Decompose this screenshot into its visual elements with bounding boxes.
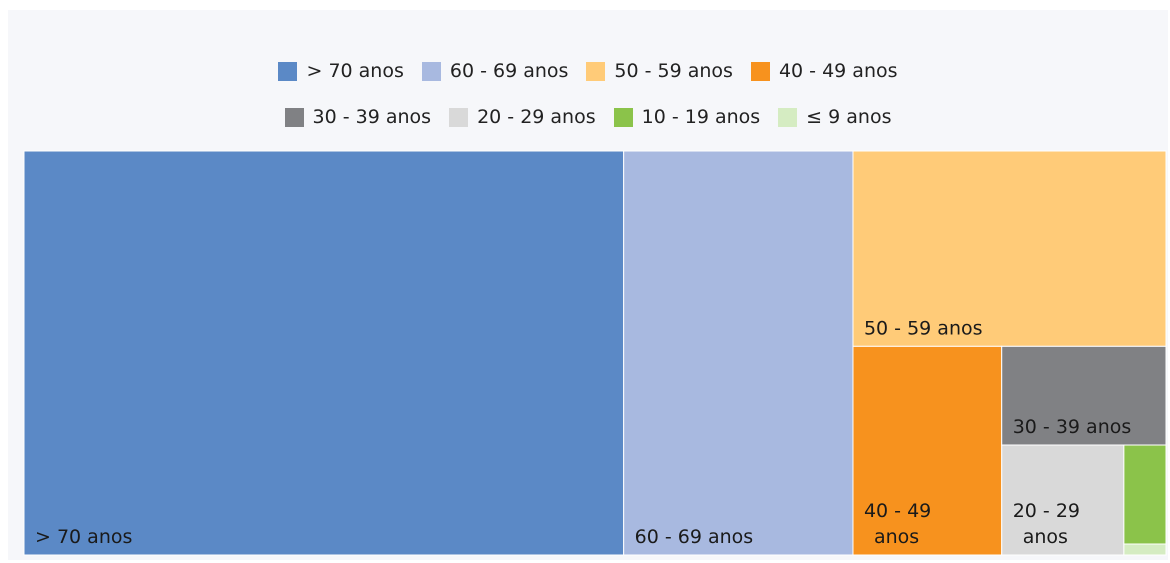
legend-row: 30 - 39 anos 20 - 29 anos 10 - 19 anos ≤ 9 … — [276, 94, 901, 140]
tile-label: 50 - 59 anos — [864, 317, 983, 339]
legend-label: 40 - 49 anos — [778, 60, 898, 82]
legend-label: 60 - 69 anos — [449, 60, 569, 82]
legend-swatch — [421, 61, 441, 81]
treemap-tile — [852, 150, 1167, 347]
tile-label: anos — [874, 526, 919, 548]
legend-item: 60 - 69 anos — [421, 60, 569, 82]
legend-item: 30 - 39 anos — [284, 106, 432, 128]
tile-label: anos — [1023, 526, 1068, 548]
legend-label: 30 - 39 anos — [312, 106, 432, 128]
legend-item: 10 - 19 anos — [613, 106, 761, 128]
treemap-tile — [623, 150, 854, 556]
tile-label: 30 - 39 anos — [1013, 416, 1132, 438]
legend-row: > 70 anos 60 - 69 anos 50 - 59 anos 40 - 49… — [269, 48, 906, 94]
legend-label: ≤ 9 anos — [806, 106, 892, 128]
legend-item: 40 - 49 anos — [750, 60, 898, 82]
treemap-tile — [852, 345, 1003, 556]
legend-swatch — [449, 107, 469, 127]
legend-item: 50 - 59 anos — [586, 60, 733, 82]
treemap-chart: > 70 anos 60 - 69 anos 50 - 59 anos 40 - 49… — [23, 150, 1167, 556]
legend-swatch — [750, 61, 770, 81]
treemap-tile — [1123, 543, 1167, 556]
legend-item: ≤ 9 anos — [778, 106, 891, 128]
legend-item: 20 - 29 anos — [449, 106, 596, 128]
legend-label: 20 - 29 anos — [477, 106, 596, 128]
treemap-tile — [1123, 444, 1167, 545]
treemap-tile — [23, 150, 625, 556]
legend-label: 10 - 19 anos — [641, 106, 761, 128]
legend-swatch — [278, 61, 298, 81]
legend-swatch — [586, 61, 606, 81]
legend-swatch — [778, 107, 798, 127]
legend-label: > 70 anos — [306, 60, 404, 82]
legend-swatch — [284, 107, 304, 127]
tile-label: 20 - 29 — [1013, 500, 1080, 522]
chart-panel: > 70 anos 60 - 69 anos 50 - 59 anos 40 - 49… — [8, 10, 1168, 560]
legend: > 70 anos 60 - 69 anos 50 - 59 anos 40 - 49… — [8, 48, 1168, 140]
tile-label: > 70 anos — [35, 526, 132, 548]
tile-label: 60 - 69 anos — [635, 526, 754, 548]
legend-swatch — [613, 107, 633, 127]
legend-label: 50 - 59 anos — [614, 60, 733, 82]
legend-item: > 70 anos — [278, 60, 404, 82]
treemap-tile — [1001, 345, 1167, 446]
tile-label: 40 - 49 — [864, 500, 931, 522]
